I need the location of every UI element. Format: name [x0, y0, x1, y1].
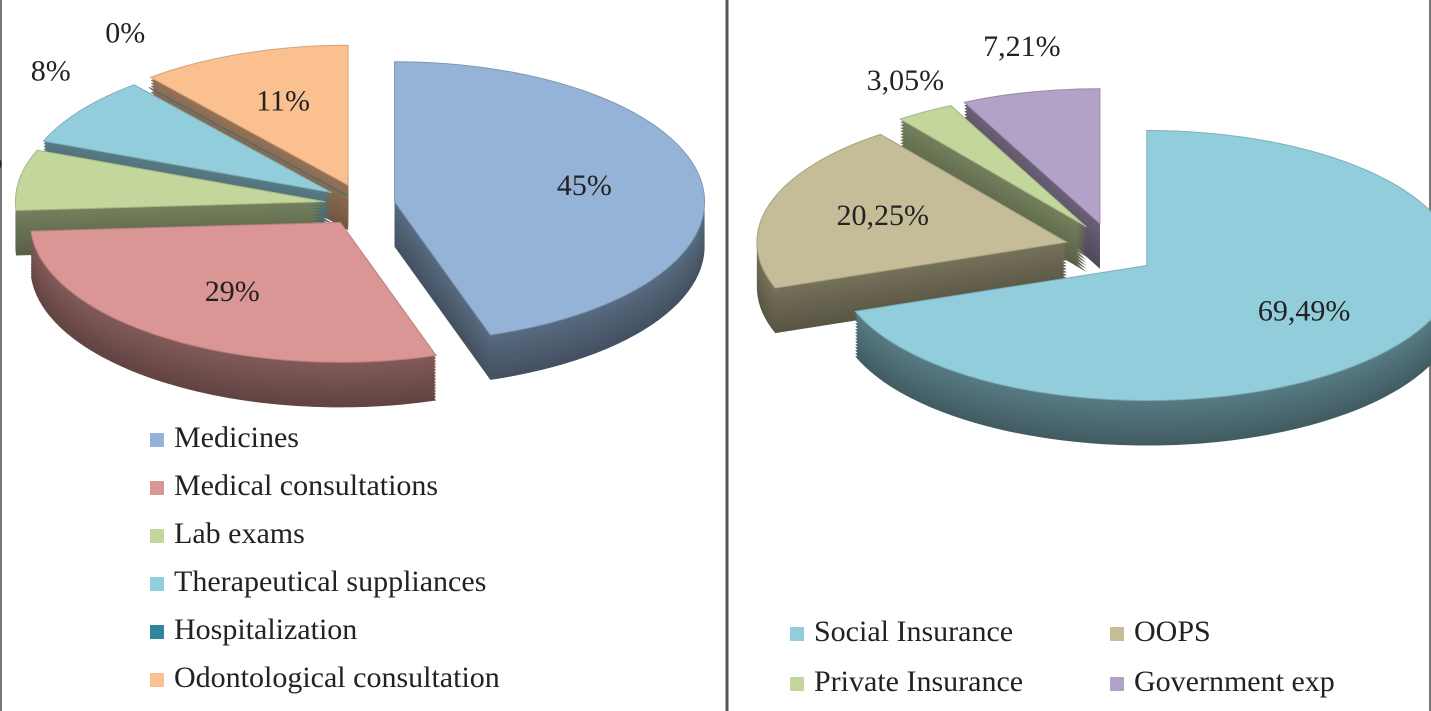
legend-label: Medical consultations — [174, 469, 438, 502]
pie-slice — [963, 88, 1101, 225]
legend-label: Lab exams — [174, 517, 305, 550]
legend-label: Hospitalization — [174, 613, 357, 646]
pie-slice — [394, 61, 706, 336]
legend-label: Government exp — [1134, 665, 1335, 698]
data-label: 7% — [0, 143, 3, 176]
legend-swatch — [1110, 677, 1124, 691]
data-label: 69,49% — [1258, 295, 1351, 328]
legend-label: Private Insurance — [814, 665, 1023, 698]
legend-label: Social Insurance — [814, 615, 1013, 648]
slice-side — [149, 90, 347, 199]
data-label: 11% — [256, 84, 310, 117]
legend-swatch — [150, 673, 164, 687]
pie-slice — [14, 149, 326, 212]
pie-slice — [854, 130, 1431, 402]
pie-slice — [30, 221, 438, 363]
legend-swatch — [150, 433, 164, 447]
legend-label: Medicines — [174, 421, 299, 454]
legend-label: Odontological consultation — [174, 661, 500, 694]
data-label: 0% — [105, 16, 145, 49]
data-label: 45% — [557, 169, 612, 202]
pie-slice — [756, 133, 1069, 289]
legend-swatch — [1110, 627, 1124, 641]
pie-slice — [148, 86, 347, 196]
legend-swatch — [790, 627, 804, 641]
pie-slice — [899, 105, 1087, 228]
legend-label: Therapeutical suppliances — [174, 565, 486, 598]
legend-swatch — [150, 577, 164, 591]
legend-swatch — [790, 677, 804, 691]
pie-slice — [149, 44, 349, 187]
legend-swatch — [150, 481, 164, 495]
pie-slice — [42, 84, 332, 194]
data-label: 3,05% — [867, 64, 945, 97]
data-label: 7,21% — [983, 30, 1061, 63]
legend-swatch — [150, 625, 164, 639]
data-label: 8% — [31, 54, 71, 87]
legend-label: OOPS — [1134, 615, 1211, 648]
data-label: 20,25% — [836, 199, 929, 232]
legend-swatch — [150, 529, 164, 543]
data-label: 29% — [205, 275, 260, 308]
